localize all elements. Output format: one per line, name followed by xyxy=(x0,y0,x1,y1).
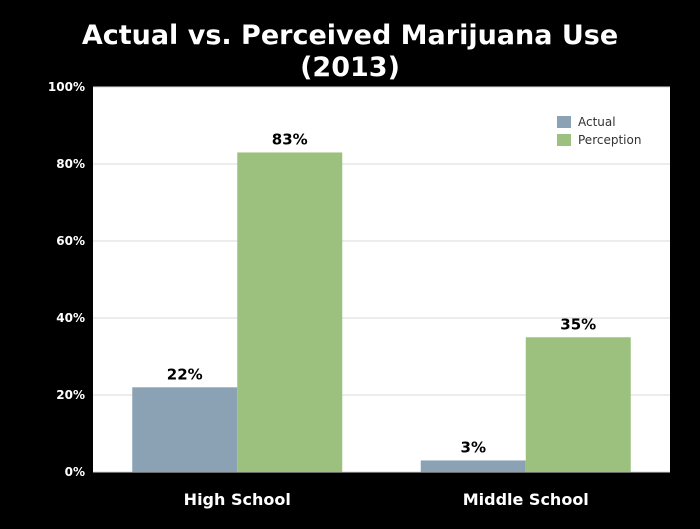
bar-actual-1 xyxy=(132,387,238,472)
chart-title-line2: (2013) xyxy=(300,52,400,83)
chart-title: Actual vs. Perceived Marijuana Use (2013… xyxy=(0,20,700,84)
y-axis: 0% 20% 40% 60% 80% 100% xyxy=(48,80,85,479)
y-tick-label: 0% xyxy=(65,465,85,479)
y-tick-label: 40% xyxy=(56,311,85,325)
y-tick-label: 60% xyxy=(56,234,85,248)
x-tick-label: Middle School xyxy=(463,490,589,509)
y-tick-label: 100% xyxy=(48,80,85,94)
bars xyxy=(132,152,631,472)
bar-actual-2 xyxy=(420,460,526,472)
y-tick-label: 80% xyxy=(56,157,85,171)
legend-swatch-actual xyxy=(557,116,571,128)
bar-perception-1 xyxy=(237,152,343,472)
legend-swatch-perception xyxy=(557,134,571,146)
data-label: 35% xyxy=(560,315,596,333)
x-tick-label: High School xyxy=(184,490,291,509)
bar-perception-2 xyxy=(525,337,631,472)
y-tick-label: 20% xyxy=(56,388,85,402)
data-label: 83% xyxy=(272,130,308,148)
legend-label-perception: Perception xyxy=(578,133,641,147)
data-label: 3% xyxy=(461,438,486,456)
chart-title-line1: Actual vs. Perceived Marijuana Use xyxy=(81,20,619,51)
legend-label-actual: Actual xyxy=(578,115,616,129)
data-label: 22% xyxy=(167,365,203,383)
data-labels: 22% 83% 3% 35% xyxy=(167,130,596,456)
x-axis: High School Middle School xyxy=(184,490,589,509)
legend: Actual Perception xyxy=(557,115,641,147)
